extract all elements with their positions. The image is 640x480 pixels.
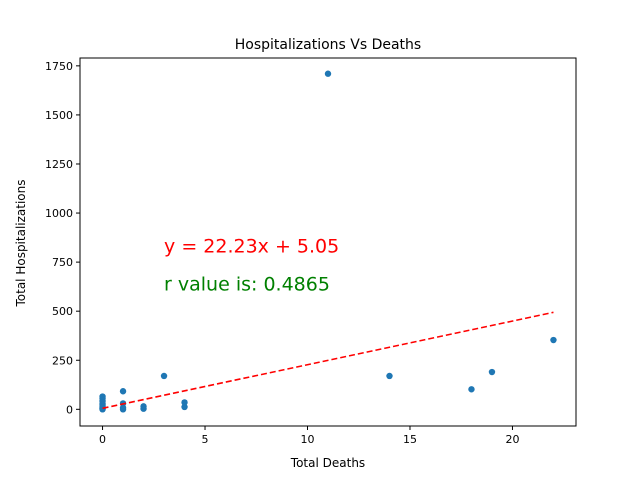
y-tick-label: 1250 xyxy=(45,158,73,171)
plot-area: 0 5 10 15 20 0 250 500 750 1000 1250 1500 1750 y = 22… xyxy=(45,60,557,446)
y-axis-label: Total Hospitalizations xyxy=(14,179,28,307)
data-point xyxy=(386,372,393,380)
x-tick-label: 5 xyxy=(202,433,209,446)
data-point xyxy=(160,372,168,380)
x-axis-label: Total Deaths xyxy=(290,456,365,470)
data-point xyxy=(488,368,496,376)
data-point xyxy=(140,403,147,410)
y-tick-label: 750 xyxy=(52,256,73,269)
regression-line xyxy=(102,311,554,410)
x-tick-label: 0 xyxy=(99,433,106,446)
y-tick-label: 250 xyxy=(52,354,73,367)
x-tick-label: 20 xyxy=(505,433,519,446)
data-point xyxy=(181,399,188,406)
data-point xyxy=(550,336,557,344)
chart-title: Hospitalizations Vs Deaths xyxy=(235,37,421,53)
y-tick-label: 1750 xyxy=(45,60,73,73)
x-tick-label: 10 xyxy=(301,433,315,446)
regression-equation-label: y = 22.23x + 5.05 xyxy=(164,235,339,257)
y-tick-label: 500 xyxy=(52,305,73,318)
data-point xyxy=(324,70,332,77)
r-value-label: r value is: 0.4865 xyxy=(164,274,330,296)
y-tick-label: 1500 xyxy=(45,109,73,122)
y-tick-label: 0 xyxy=(66,403,73,416)
data-point xyxy=(119,388,127,395)
y-tick-label: 1000 xyxy=(45,207,73,220)
data-point xyxy=(468,386,475,393)
data-point xyxy=(181,403,188,411)
data-point xyxy=(99,393,106,400)
plot-frame xyxy=(79,57,577,427)
x-tick-label: 15 xyxy=(403,433,417,446)
